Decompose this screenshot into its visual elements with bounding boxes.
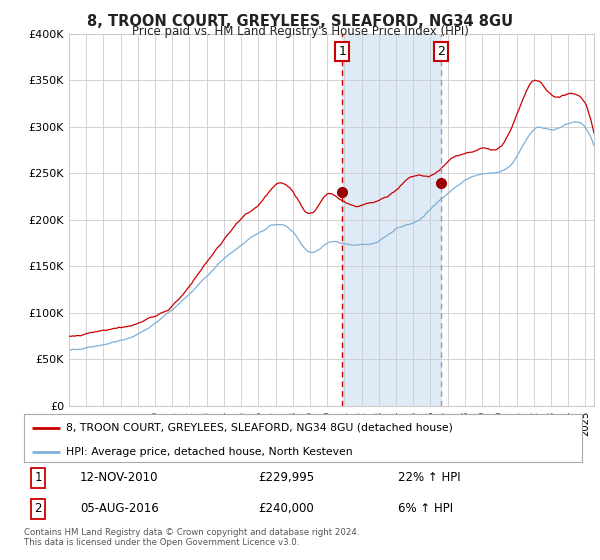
Text: HPI: Average price, detached house, North Kesteven: HPI: Average price, detached house, Nort… bbox=[66, 446, 352, 456]
Text: 05-AUG-2016: 05-AUG-2016 bbox=[80, 502, 158, 515]
Text: 2: 2 bbox=[34, 502, 42, 515]
Text: 2: 2 bbox=[437, 45, 445, 58]
Text: 12-NOV-2010: 12-NOV-2010 bbox=[80, 471, 158, 484]
Text: Contains HM Land Registry data © Crown copyright and database right 2024.
This d: Contains HM Land Registry data © Crown c… bbox=[24, 528, 359, 547]
Text: £240,000: £240,000 bbox=[259, 502, 314, 515]
Text: 22% ↑ HPI: 22% ↑ HPI bbox=[398, 471, 460, 484]
Text: £229,995: £229,995 bbox=[259, 471, 314, 484]
Text: 8, TROON COURT, GREYLEES, SLEAFORD, NG34 8GU (detached house): 8, TROON COURT, GREYLEES, SLEAFORD, NG34… bbox=[66, 423, 453, 433]
Bar bbox=[342, 34, 441, 406]
Text: 1: 1 bbox=[338, 45, 346, 58]
Text: 8, TROON COURT, GREYLEES, SLEAFORD, NG34 8GU: 8, TROON COURT, GREYLEES, SLEAFORD, NG34… bbox=[87, 14, 513, 29]
Text: 6% ↑ HPI: 6% ↑ HPI bbox=[398, 502, 453, 515]
Text: 1: 1 bbox=[34, 471, 42, 484]
Text: Price paid vs. HM Land Registry's House Price Index (HPI): Price paid vs. HM Land Registry's House … bbox=[131, 25, 469, 38]
